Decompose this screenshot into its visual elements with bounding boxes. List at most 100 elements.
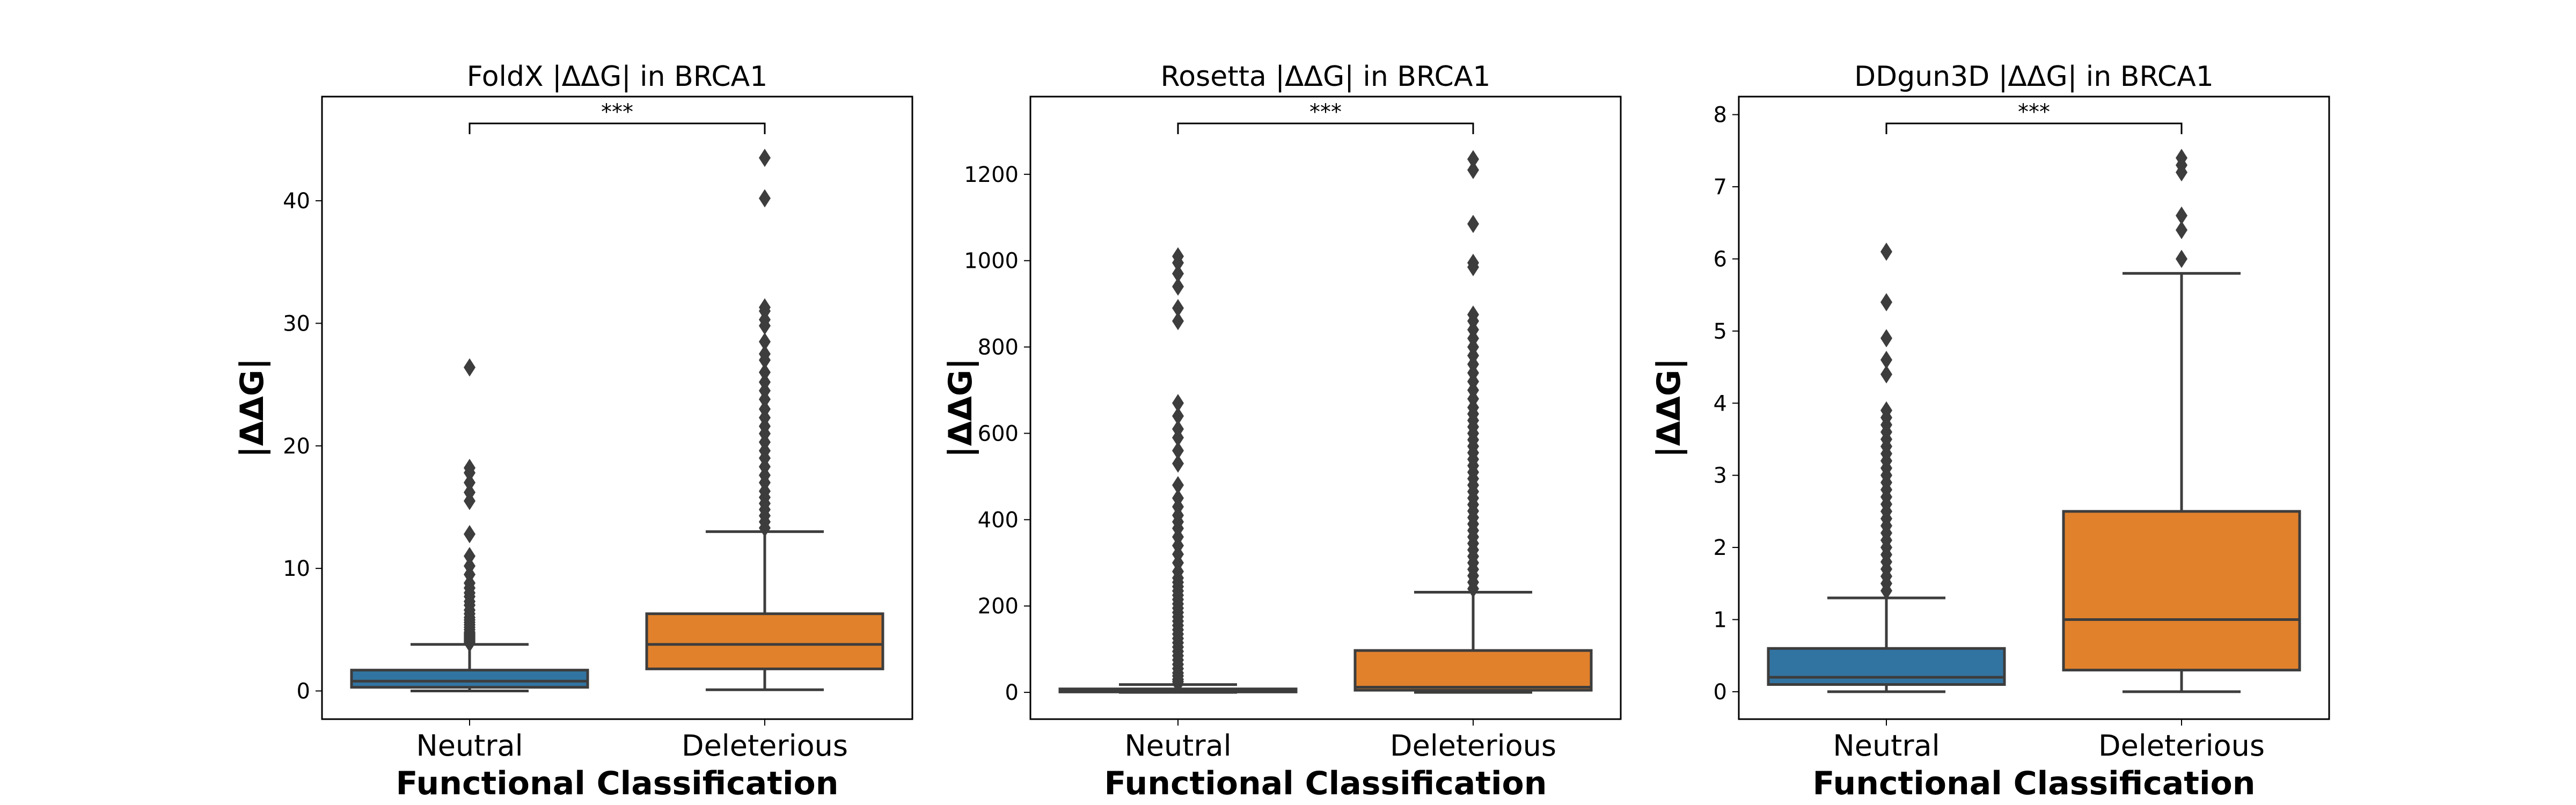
outlier-point: [464, 557, 475, 575]
outlier-point: [464, 358, 475, 377]
y-tick-label: 7: [1714, 175, 1727, 200]
y-tick-label: 8: [1714, 103, 1727, 128]
significance-label: ***: [1309, 100, 1342, 125]
chart-panel-1: FoldX |ΔΔG| in BRCA1 0 10 20 30 40 Neutral Dele…: [233, 61, 913, 802]
x-axis-label: Functional Classification: [1104, 765, 1547, 802]
plot-frame: [1029, 96, 1622, 720]
x-tick-label: Neutral: [416, 729, 523, 763]
significance-bracket: [1885, 122, 2183, 134]
significance-bracket: [1177, 122, 1474, 134]
outlier-point: [1880, 242, 1892, 261]
x-axis-label: Functional Classification: [1813, 765, 2256, 802]
outlier-point: [1172, 299, 1184, 318]
significance-bracket: [469, 122, 766, 134]
outlier-point: [759, 149, 771, 167]
outlier-point: [1467, 253, 1479, 272]
outlier-point: [1172, 312, 1184, 331]
y-tick-label: 1000: [964, 249, 1019, 274]
outlier-point: [1467, 160, 1479, 179]
outlier-point: [464, 483, 475, 502]
iqr-box: [1767, 647, 2006, 686]
outlier-point: [759, 332, 771, 351]
x-tick-label: Neutral: [1124, 729, 1231, 763]
outlier-point: [759, 345, 771, 363]
box-neutral: [1058, 247, 1298, 694]
y-tick-label: 200: [978, 594, 1019, 619]
outlier-point: [1880, 365, 1892, 384]
outlier-point: [464, 473, 475, 492]
outlier-point: [1172, 441, 1184, 460]
outlier-point: [1467, 215, 1479, 233]
outlier-point: [1880, 329, 1892, 348]
significance-label: ***: [2018, 100, 2050, 125]
y-tick-label: 5: [1714, 319, 1727, 344]
box-deleterious: [1353, 150, 1593, 694]
chart-title: DDgun3D |ΔΔG| in BRCA1: [1854, 61, 2214, 93]
outlier-point: [1172, 277, 1184, 296]
outlier-point: [464, 547, 475, 566]
outlier-point: [1172, 420, 1184, 438]
outlier-point: [759, 298, 771, 317]
plot-frame: [321, 96, 913, 720]
iqr-box: [645, 612, 884, 670]
outlier-point: [2176, 250, 2187, 268]
chart-title: Rosetta |ΔΔG| in BRCA1: [1161, 61, 1491, 93]
y-tick-label: 40: [283, 189, 310, 214]
y-tick-label: 2: [1714, 536, 1727, 560]
significance-label: ***: [601, 100, 633, 125]
outlier-point: [759, 373, 771, 392]
x-axis-label: Functional Classification: [396, 765, 839, 802]
iqr-box: [2062, 510, 2301, 672]
x-tick-label: Deleterious: [682, 729, 848, 763]
y-tick-label: 1: [1714, 608, 1727, 633]
y-tick-label: 3: [1714, 464, 1727, 488]
outlier-point: [1172, 407, 1184, 426]
chart-title: FoldX |ΔΔG| in BRCA1: [467, 61, 768, 93]
chart-panel-2: Rosetta |ΔΔG| in BRCA1 0 200 400 600 800 1000 1…: [942, 61, 1622, 802]
y-tick-label: 20: [283, 434, 310, 459]
outlier-point: [1172, 394, 1184, 413]
y-tick-label: 0: [297, 679, 310, 704]
y-tick-label: 10: [283, 557, 310, 581]
outlier-point: [2176, 206, 2187, 225]
outlier-point: [1172, 264, 1184, 283]
y-axis-label: |ΔΔG|: [233, 358, 271, 458]
outlier-point: [1880, 350, 1892, 369]
y-tick-label: 30: [283, 311, 310, 336]
outlier-point: [759, 189, 771, 208]
chart-panel-3: DDgun3D |ΔΔG| in BRCA1 0 1 2 3 4 5 6 7 8 Neutral De…: [1650, 61, 2330, 802]
outlier-point: [2176, 149, 2187, 167]
y-axis-label: |ΔΔG|: [942, 358, 979, 458]
y-tick-label: 800: [978, 335, 1019, 360]
iqr-box: [1353, 649, 1593, 692]
x-tick-label: Deleterious: [2098, 729, 2265, 763]
outlier-point: [1172, 454, 1184, 473]
outlier-point: [2176, 221, 2187, 239]
outlier-point: [1172, 247, 1184, 266]
outlier-point: [1172, 489, 1184, 508]
box-neutral: [350, 358, 589, 692]
box-deleterious: [2062, 149, 2301, 693]
y-tick-label: 400: [978, 508, 1019, 532]
x-tick-label: Deleterious: [1390, 729, 1556, 763]
outlier-point: [1467, 305, 1479, 324]
outlier-point: [464, 525, 475, 544]
outlier-point: [759, 363, 771, 382]
iqr-box: [350, 669, 589, 689]
y-tick-label: 1200: [964, 163, 1019, 187]
x-tick-label: Neutral: [1833, 729, 1940, 763]
y-tick-label: 0: [1714, 680, 1727, 705]
outlier-point: [1880, 401, 1892, 420]
outlier-point: [759, 400, 771, 419]
y-tick-label: 600: [978, 421, 1019, 446]
y-tick-label: 6: [1714, 247, 1727, 272]
outlier-point: [464, 458, 475, 477]
y-tick-label: 4: [1714, 391, 1727, 416]
y-axis-label: |ΔΔG|: [1650, 358, 1688, 458]
outlier-point: [1467, 150, 1479, 169]
outlier-point: [1880, 293, 1892, 312]
y-tick-label: 0: [1005, 680, 1019, 705]
box-neutral: [1767, 242, 2006, 693]
plot-frame: [1738, 96, 2330, 720]
